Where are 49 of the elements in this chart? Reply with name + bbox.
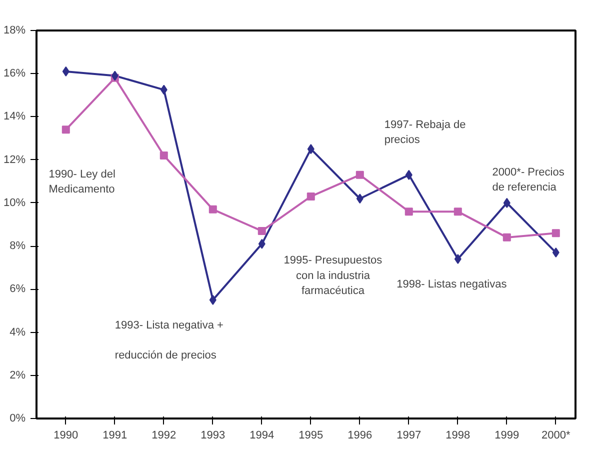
y-tick-label: 2%	[10, 369, 26, 382]
x-tick-label: 1991	[102, 430, 128, 442]
x-tick-label: 1992	[152, 430, 176, 442]
point	[258, 226, 266, 235]
x-tick-label: 1995	[298, 430, 324, 442]
point	[208, 205, 217, 214]
x-tick-label: 1997	[396, 430, 422, 442]
point	[307, 144, 314, 154]
point	[209, 294, 216, 305]
x-tick-label: 1990	[54, 430, 78, 442]
point	[160, 152, 168, 160]
annotation: 1993- Lista negativa +	[114, 319, 224, 332]
point	[356, 170, 364, 179]
y-tick-label: 4%	[10, 326, 26, 338]
point	[62, 66, 70, 76]
x-tick-label: 1993	[200, 430, 226, 442]
annotation: 1998- Listas negativas	[396, 278, 508, 290]
annotation: reducción de precios	[114, 350, 217, 362]
point	[454, 208, 462, 216]
x-tick-label: 1998	[446, 430, 470, 442]
point	[552, 248, 560, 258]
point	[160, 84, 168, 95]
annotation: 1995- Presupuestos con la industria farmacéutica	[284, 254, 383, 297]
point	[503, 198, 510, 208]
point	[405, 170, 412, 180]
x-tick-label: 1994	[250, 430, 274, 442]
y-tick-label: 10%	[3, 196, 26, 209]
point	[258, 238, 266, 249]
y-tick-label: 12%	[3, 154, 26, 166]
y-tick-label: 18%	[3, 24, 26, 36]
point	[111, 70, 118, 81]
y-tick-label: 0%	[10, 412, 26, 424]
point	[552, 229, 560, 238]
point	[454, 254, 462, 264]
annotation: 2000*- Precios de referencia	[492, 166, 565, 194]
y-tick-label: 6%	[10, 283, 26, 296]
point	[62, 126, 70, 134]
point	[356, 194, 364, 204]
y-tick-label: 14%	[3, 110, 26, 123]
point	[502, 233, 511, 242]
point	[404, 208, 413, 216]
point	[306, 192, 315, 200]
y-tick-label: 8%	[10, 240, 26, 252]
annotation: 1990- Ley del Medicamento	[48, 168, 116, 196]
annotation: 1997- Rebaja de precios	[384, 118, 466, 146]
x-tick-label: 1999	[494, 430, 520, 442]
y-tick-label: 16%	[3, 68, 26, 80]
x-tick-label: 1996	[348, 430, 372, 442]
x-tick-label: 2000*	[542, 430, 571, 442]
